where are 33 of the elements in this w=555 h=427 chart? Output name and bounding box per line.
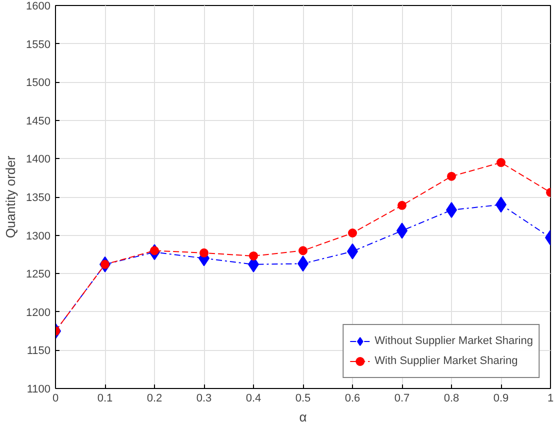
point <box>447 172 456 181</box>
y-tick-label: 1250 <box>26 268 51 281</box>
y-tick-label: 1550 <box>26 38 51 51</box>
point <box>249 251 258 260</box>
y-tick-label: 1600 <box>26 0 51 12</box>
legend-label: Without Supplier Market Sharing <box>374 335 533 347</box>
point <box>398 200 406 210</box>
x-tick-label: 0.4 <box>246 392 262 404</box>
point <box>496 158 506 168</box>
y-axis-title: Quantity order <box>3 155 18 238</box>
x-tick-label: 0.8 <box>444 392 460 404</box>
y-tick-label: 1150 <box>26 345 50 358</box>
y-tick-label: 1100 <box>26 384 50 396</box>
x-tick-label: 0.2 <box>146 392 162 404</box>
y-tick-label: 1450 <box>26 115 51 128</box>
y-tick-label: 1350 <box>26 192 51 204</box>
point <box>298 246 308 256</box>
y-tick-label: 1300 <box>26 230 51 242</box>
x-tick-label: 0.1 <box>97 392 113 404</box>
x-tick-label: 1 <box>547 392 554 404</box>
y-tick-label: 1200 <box>26 306 51 319</box>
x-tick-label: 0.5 <box>295 392 311 404</box>
point <box>348 228 357 238</box>
x-tick-label: 0.9 <box>493 392 509 404</box>
y-tick-label: 1500 <box>26 77 51 90</box>
legend-label: With Supplier Market Sharing <box>374 355 518 367</box>
x-tick-label: 0.6 <box>344 392 360 404</box>
y-tick-label: 1400 <box>26 154 51 166</box>
x-tick-label: 0.7 <box>394 392 410 404</box>
x-tick-label: 0.3 <box>196 392 212 404</box>
point <box>200 248 208 258</box>
x-tick-label: 0 <box>52 392 59 404</box>
x-axis-title: α <box>299 410 308 424</box>
